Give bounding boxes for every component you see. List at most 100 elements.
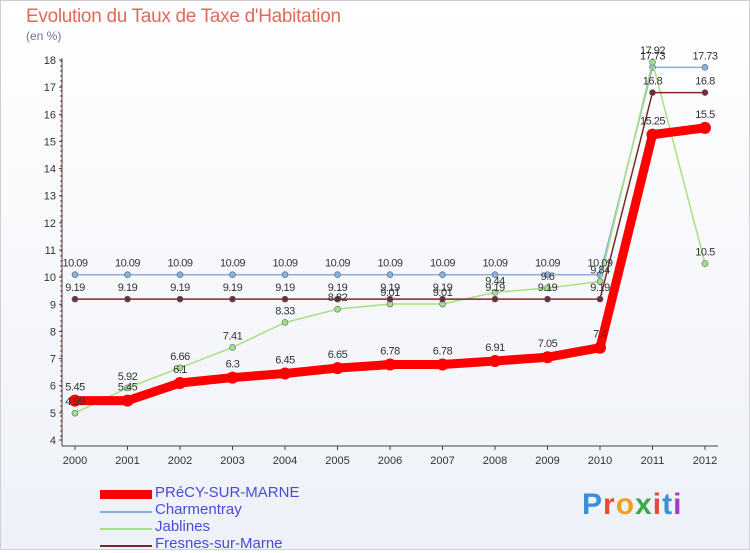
data-point [491,271,499,279]
data-label: 9.19 [118,282,138,294]
data-point [541,351,554,364]
x-tick-label: 2004 [273,455,297,467]
x-tick-label: 2008 [483,455,507,467]
data-label: 17.73 [692,50,717,62]
data-point [71,295,79,303]
data-label: 7.4 [593,329,607,341]
data-point [439,295,446,303]
logo-letter: x [635,488,653,521]
data-label: 10.09 [482,258,507,270]
x-tick-label: 2007 [430,455,454,467]
data-point [229,271,236,279]
data-point [439,271,446,279]
data-point [281,271,289,279]
data-label: 10.5 [695,247,715,259]
data-point [176,364,184,372]
data-label: 6.78 [433,346,453,358]
x-tick-label: 2006 [378,455,402,467]
x-tick-label: 2011 [641,455,665,467]
data-point [174,377,186,389]
data-point [71,271,79,279]
data-label: 9.6 [541,271,555,283]
data-point [594,341,606,354]
data-point [124,271,131,279]
data-point [281,319,289,326]
data-label: 10.09 [220,258,245,270]
data-point [69,394,81,407]
legend-swatch [100,528,152,530]
logo-letter: r [603,488,616,521]
data-point [121,394,134,407]
data-label: 6.66 [170,351,190,363]
data-point [489,355,501,368]
data-label: 9.19 [328,282,348,294]
data-label: 4.99 [65,396,85,408]
data-label: 9.19 [65,282,85,294]
logo-letter: t [662,488,674,521]
y-tick-label: 15 [44,136,56,148]
y-tick-label: 6 [50,381,56,393]
chart-subtitle: (en %) [26,29,62,43]
data-label: 9.19 [170,282,190,294]
legend-label: Charmentray [155,501,242,518]
logo-letter: o [615,488,636,521]
x-tick-label: 2003 [220,455,244,467]
data-label: 10.09 [167,258,192,270]
y-tick-label: 16 [44,109,56,121]
data-point [701,89,709,96]
logo-letter: i [673,488,683,521]
y-tick-label: 10 [44,272,56,284]
data-point [646,128,659,141]
data-point [279,367,291,380]
data-label: 9.19 [380,282,400,294]
y-tick-label: 13 [44,191,56,203]
data-label: 6.3 [226,359,240,371]
y-tick-label: 8 [50,326,56,338]
data-point [491,295,499,303]
data-label: 8.82 [328,292,348,304]
logo-letter: i [652,488,663,521]
data-point [699,121,711,134]
x-tick-label: 2010 [588,455,612,467]
x-tick-label: 2005 [325,455,349,467]
data-point [124,295,131,303]
data-point [334,271,341,279]
data-point [386,295,394,303]
data-label: 9.19 [590,282,610,294]
y-tick-label: 7 [50,354,56,366]
data-label: 16.8 [695,76,715,88]
x-tick-label: 2012 [693,455,717,467]
legend-label: Fresnes-sur-Marne [155,535,283,552]
y-tick-label: 4 [50,435,56,447]
data-label: 9.84 [590,264,610,276]
data-point [124,384,131,392]
data-point [491,289,499,296]
data-label: 9.19 [223,282,243,294]
data-label: 9.01 [380,287,400,299]
data-label: 5.92 [118,371,138,383]
data-point [281,295,289,303]
data-point [701,260,709,267]
data-label: 6.45 [275,355,295,367]
data-label: 10.09 [430,258,455,270]
data-label: 10.09 [272,258,297,270]
legend-label: PRéCY-SUR-MARNE [155,484,300,501]
data-point [71,409,79,417]
data-point [596,278,604,285]
x-tick-label: 2000 [63,455,87,467]
data-label: 8.33 [275,305,295,317]
y-tick-label: 18 [44,55,56,67]
data-label: 10.09 [377,258,402,270]
x-tick-label: 2002 [168,455,192,467]
data-label: 15.25 [640,116,665,128]
data-label: 6.65 [328,349,348,361]
y-tick-label: 5 [50,408,56,420]
data-label: 9.19 [433,282,453,294]
data-label: 9.44 [485,275,505,287]
legend-swatch [100,545,152,547]
data-point [176,271,184,279]
data-label: 9.01 [433,287,453,299]
data-label: 10.09 [535,258,560,270]
x-tick-label: 2009 [535,455,559,467]
data-label: 5.45 [65,382,85,394]
